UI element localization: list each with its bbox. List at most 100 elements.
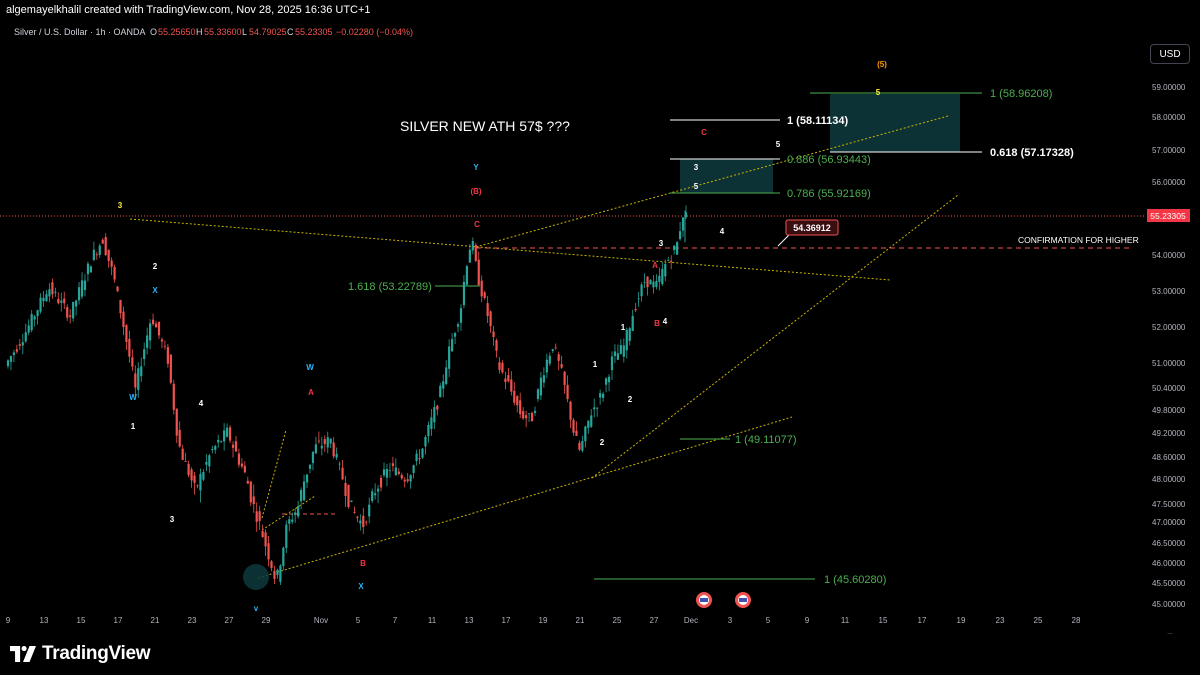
candle-body [563, 371, 566, 385]
candle-body [178, 429, 181, 447]
y-tick-label: 58.00000 [1152, 113, 1186, 122]
candle-body [288, 519, 291, 524]
candle-body [376, 488, 380, 492]
candle-body [670, 260, 673, 262]
candle-body [157, 321, 161, 336]
candle-body [436, 405, 439, 410]
wave-label: 1 [131, 422, 136, 431]
candle-body [374, 493, 377, 496]
us-event-icon[interactable] [735, 592, 751, 608]
candle-body [205, 461, 208, 465]
candle-body [640, 284, 643, 297]
price-chart[interactable]: Silver / U.S. Dollar · 1h · OANDA O 55.2… [0, 20, 1200, 634]
candle-body [137, 368, 140, 390]
ohlc-legend: Silver / U.S. Dollar · 1h · OANDA O 55.2… [14, 27, 413, 37]
candle-body [190, 469, 193, 481]
candle-body [285, 524, 288, 548]
candle-body [294, 512, 297, 516]
candle-body [116, 286, 119, 292]
wave-label: 2 [153, 262, 158, 271]
candle-body [439, 385, 442, 398]
candle-body [344, 482, 347, 496]
candle-body [397, 471, 400, 474]
candle-body [311, 451, 315, 464]
candle-body [516, 396, 519, 406]
candle-body [492, 331, 495, 338]
x-tick-label: 9 [6, 616, 11, 625]
tradingview-logo-text: TradingView [42, 643, 151, 664]
candle-body [536, 389, 540, 399]
candle-body [297, 506, 300, 517]
candle-body [184, 461, 187, 462]
candle-body [237, 453, 241, 465]
candle-body [128, 338, 131, 357]
candle-body [483, 292, 486, 298]
candle-body [510, 379, 513, 392]
candle-body [557, 354, 560, 361]
chart-area[interactable]: Silver / U.S. Dollar · 1h · OANDA O 55.2… [0, 20, 1200, 647]
us-event-icon[interactable] [696, 592, 712, 608]
wave-label: 3 [694, 163, 699, 172]
price-axis[interactable]: 60.0000059.0000058.0000057.0000056.00000… [1152, 53, 1186, 609]
wave-label: 2 [600, 438, 605, 447]
x-tick-label: 13 [465, 616, 474, 625]
wave-label: X [152, 286, 158, 295]
candle-body [566, 384, 569, 400]
fib-label-58-96: 1 (58.96208) [990, 88, 1052, 100]
candle-body [341, 467, 344, 480]
candle-body [83, 280, 87, 291]
candle-body [353, 512, 356, 513]
candle-body [498, 362, 501, 370]
candle-body [646, 276, 649, 288]
candle-body [572, 419, 575, 433]
candle-body [113, 266, 116, 280]
x-tick-label: 3 [728, 616, 733, 625]
candle-body [273, 570, 276, 579]
wave-labels: 3 2 X W 1 4 3 W A B X Y (B) C 1 2 2 1 3 … [118, 60, 887, 613]
x-tick-label: 25 [613, 616, 622, 625]
candle-body [356, 516, 359, 518]
candle-body [596, 407, 599, 409]
candle-body [551, 349, 554, 352]
candle-body [658, 275, 661, 282]
y-tick-label: 47.00000 [1152, 518, 1186, 527]
candle-body [291, 519, 294, 522]
candle-body [619, 345, 622, 354]
currency-button[interactable]: USD [1150, 44, 1190, 64]
candle-body [134, 373, 137, 388]
legend-high: 55.33600 [204, 27, 242, 37]
wave-label: 4 [663, 317, 668, 326]
candle-body [131, 357, 134, 367]
candle-body [101, 239, 104, 244]
candle-body [211, 449, 214, 451]
y-tick-label: 46.00000 [1152, 559, 1186, 568]
x-tick-label: 29 [262, 616, 271, 625]
y-tick-label: 48.60000 [1152, 453, 1186, 462]
x-tick-label: 15 [879, 616, 888, 625]
candle-body [220, 441, 223, 443]
x-tick-label: 17 [918, 616, 927, 625]
time-axis[interactable]: 9 13 15 17 21 23 27 29 Nov 5 7 11 13 17 19 21 25 27 Dec 3 5 9… [6, 616, 1081, 625]
candle-body [391, 463, 394, 467]
fib-label-57-17: 0.618 (57.17328) [990, 147, 1074, 159]
tradingview-logo[interactable]: TradingView [10, 642, 151, 666]
candle-body [465, 266, 469, 285]
candle-body [92, 249, 95, 260]
candle-body [42, 297, 45, 302]
candle-body [678, 231, 682, 240]
y-tick-label: 52.00000 [1152, 323, 1186, 332]
candle-body [637, 298, 640, 300]
wave-label: B [654, 319, 660, 328]
candle-body [264, 532, 267, 547]
candle-body [421, 448, 424, 458]
confirmation-label: CONFIRMATION FOR HIGHER [1018, 235, 1139, 245]
wave-label: W [129, 393, 137, 402]
wave-label: X [358, 582, 364, 591]
candle-body [430, 417, 433, 429]
candle-body [652, 281, 655, 288]
x-tick-label: 17 [502, 616, 511, 625]
wave-label: (B) [470, 187, 481, 196]
candle-body [584, 426, 587, 442]
y-tick-label: 45.50000 [1152, 579, 1186, 588]
candle-body [270, 561, 273, 569]
